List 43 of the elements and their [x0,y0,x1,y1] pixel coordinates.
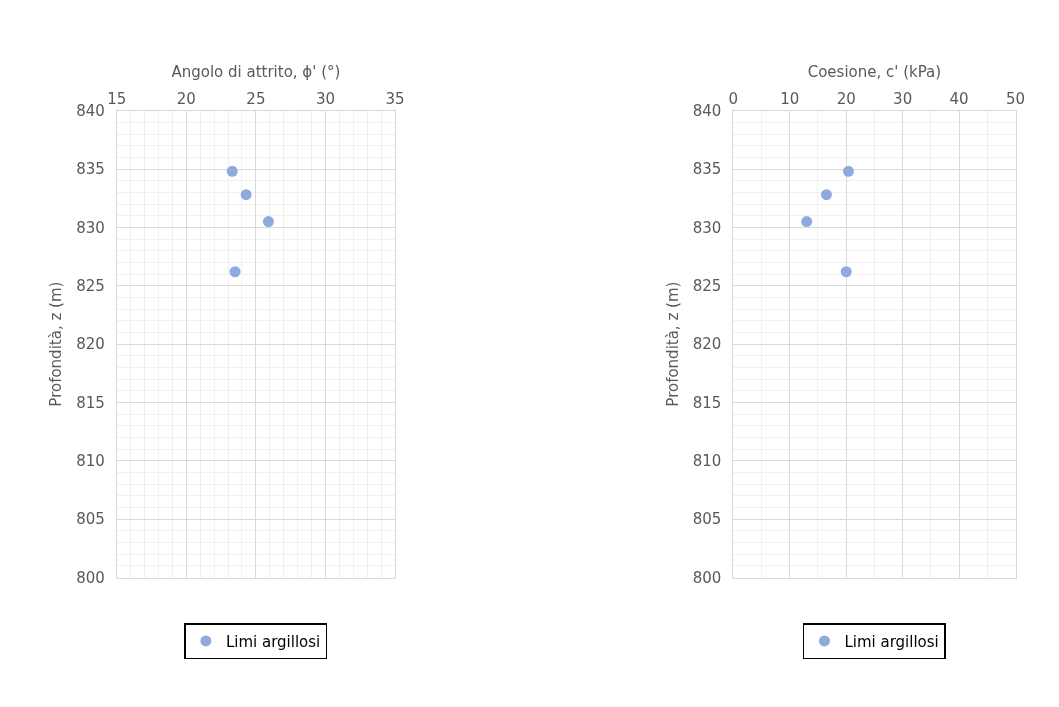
x-tick-label: 50 [1006,89,1026,108]
y-tick-label: 825 [76,277,105,296]
y-tick-label: 830 [76,218,105,237]
x-tick-label: 30 [315,89,335,108]
y-tick-label: 830 [692,218,722,237]
x-tick-label: 25 [246,89,266,108]
y-tick-label: 815 [76,393,105,412]
y-tick-label: 805 [692,510,722,529]
x-tick-label: 15 [107,89,127,108]
legend-label: Limi argillosi [844,632,939,651]
x-tick-label: 10 [780,89,800,108]
y-tick-label: 820 [76,335,105,354]
y-axis-title: Profondità, z (m) [47,281,66,407]
x-axis-title: Coesione, c' (kPa) [807,62,942,81]
x-tick-label: 0 [728,89,739,108]
y-tick-label: 825 [692,277,722,296]
x-tick-label: 30 [893,89,913,108]
point [226,165,238,177]
point [840,266,852,278]
y-tick-label: 810 [76,452,105,471]
y-tick-label: 815 [692,393,722,412]
y-tick-label: 810 [692,452,722,471]
y-tick-label: 835 [692,160,722,179]
y-axis-title: Profondità, z (m) [663,281,682,407]
point [240,189,252,201]
y-tick-label: 820 [692,335,722,354]
point [842,165,854,177]
point [262,216,274,228]
x-tick-label: 35 [385,89,405,108]
point [820,189,832,201]
y-tick-label: 840 [76,101,105,120]
x-axis-title: Angolo di attrito, ϕ' (°) [171,62,341,81]
point [229,266,241,278]
y-tick-label: 805 [76,510,105,529]
y-tick-label: 835 [76,160,105,179]
x-tick-label: 40 [949,89,969,108]
point [801,216,813,228]
legend-label: Limi argillosi [225,632,321,651]
x-tick-label: 20 [836,89,856,108]
y-tick-label: 800 [76,568,105,587]
y-tick-label: 800 [692,568,722,587]
y-tick-label: 840 [692,101,722,120]
x-tick-label: 20 [176,89,196,108]
